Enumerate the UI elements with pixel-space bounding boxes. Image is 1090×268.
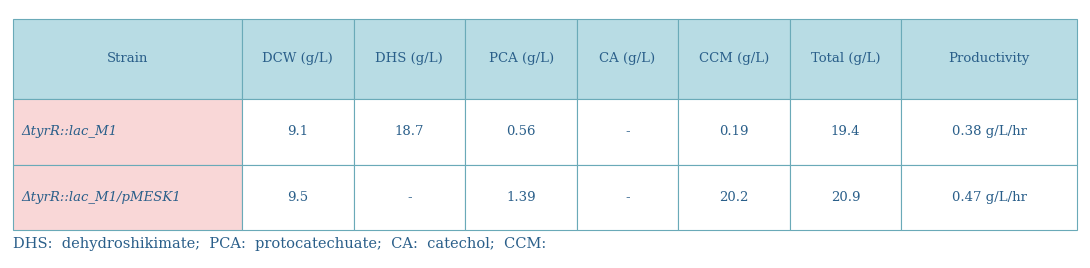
Text: 0.47 g/L/hr: 0.47 g/L/hr [952,191,1027,204]
Bar [353,165,465,230]
Text: 20.9: 20.9 [831,191,860,204]
Text: -: - [407,191,412,204]
Bar [13,19,242,99]
Bar [242,165,353,230]
Bar [789,19,901,99]
Bar [577,19,678,99]
Bar [901,165,1077,230]
Bar [13,99,242,165]
Text: ΔtyrR::lac_M1/pMESK1: ΔtyrR::lac_M1/pMESK1 [22,191,181,204]
Text: -: - [626,125,630,139]
Text: CA (g/L): CA (g/L) [600,53,655,65]
Text: 19.4: 19.4 [831,125,860,139]
Bar [577,99,678,165]
Bar [13,165,242,230]
Text: 9.5: 9.5 [287,191,308,204]
Text: 20.2: 20.2 [719,191,749,204]
Text: 1.39: 1.39 [506,191,536,204]
Text: 9.1: 9.1 [287,125,308,139]
Text: -: - [626,191,630,204]
Bar [789,99,901,165]
Bar [465,19,577,99]
Text: PCA (g/L): PCA (g/L) [488,53,554,65]
Bar [577,165,678,230]
Bar [465,165,577,230]
Bar [789,165,901,230]
Bar [242,99,353,165]
Text: DCW (g/L): DCW (g/L) [263,53,334,65]
Bar [465,99,577,165]
Bar [242,19,353,99]
Bar [678,99,789,165]
Text: Total (g/L): Total (g/L) [811,53,881,65]
Text: DHS (g/L): DHS (g/L) [375,53,444,65]
Bar [901,99,1077,165]
Bar [901,19,1077,99]
Bar [353,99,465,165]
Bar [678,165,789,230]
Text: 18.7: 18.7 [395,125,424,139]
Text: 0.56: 0.56 [507,125,536,139]
Text: ΔtyrR::lac_M1: ΔtyrR::lac_M1 [22,125,118,139]
Text: Strain: Strain [107,53,148,65]
Text: Productivity: Productivity [948,53,1030,65]
Bar [353,19,465,99]
Text: 0.38 g/L/hr: 0.38 g/L/hr [952,125,1027,139]
Bar [678,19,789,99]
Text: CCM (g/L): CCM (g/L) [699,53,768,65]
Text: DHS:  dehydroshikimate;  PCA:  protocatechuate;  CA:  catechol;  CCM:: DHS: dehydroshikimate; PCA: protocatechu… [13,237,546,251]
Text: 0.19: 0.19 [719,125,749,139]
